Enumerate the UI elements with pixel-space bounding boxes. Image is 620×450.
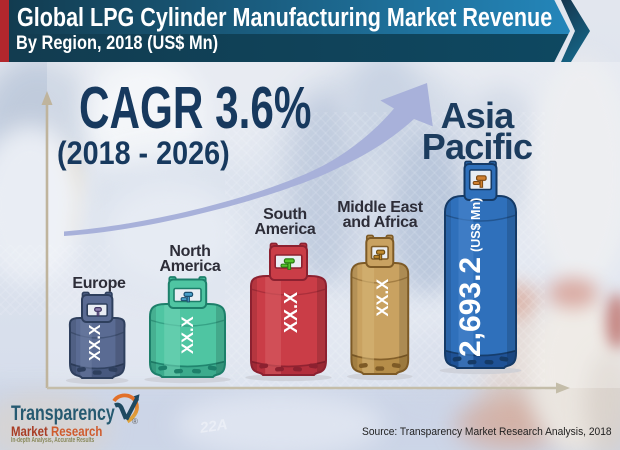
svg-text:XX.X: XX.X	[374, 279, 392, 317]
svg-text:XX.X: XX.X	[87, 324, 104, 361]
svg-text:XX.X: XX.X	[281, 292, 301, 333]
svg-text:2,693.2(US$ Mn): 2,693.2(US$ Mn)	[454, 198, 487, 357]
svg-text:XX.X: XX.X	[179, 316, 197, 354]
